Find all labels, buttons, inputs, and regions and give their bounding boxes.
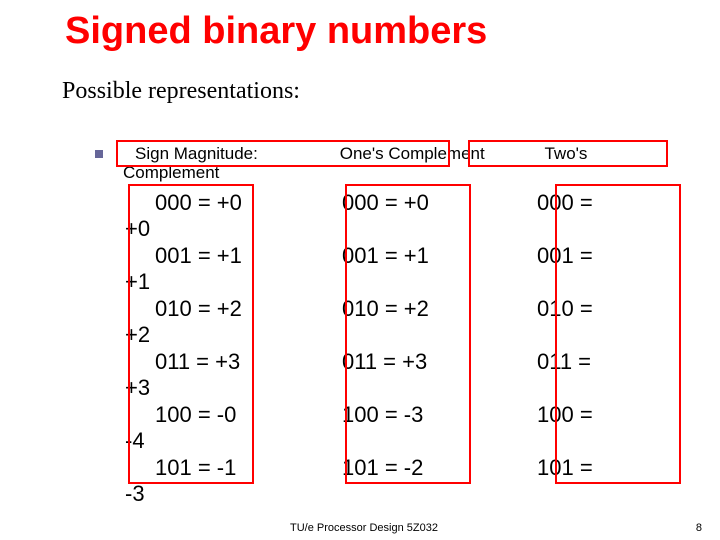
highlight-box [345, 184, 471, 484]
highlight-box [555, 184, 681, 484]
highlight-box [116, 140, 450, 167]
page-title: Signed binary numbers [65, 10, 487, 53]
subtitle: Possible representations: [62, 78, 300, 105]
highlight-box [468, 140, 668, 167]
cell-twos-wrap: -3 [125, 481, 145, 507]
bullet-icon [95, 150, 103, 158]
page-number: 8 [696, 522, 702, 534]
footer-text: TU/e Processor Design 5Z032 [290, 522, 438, 534]
highlight-box [128, 184, 254, 484]
